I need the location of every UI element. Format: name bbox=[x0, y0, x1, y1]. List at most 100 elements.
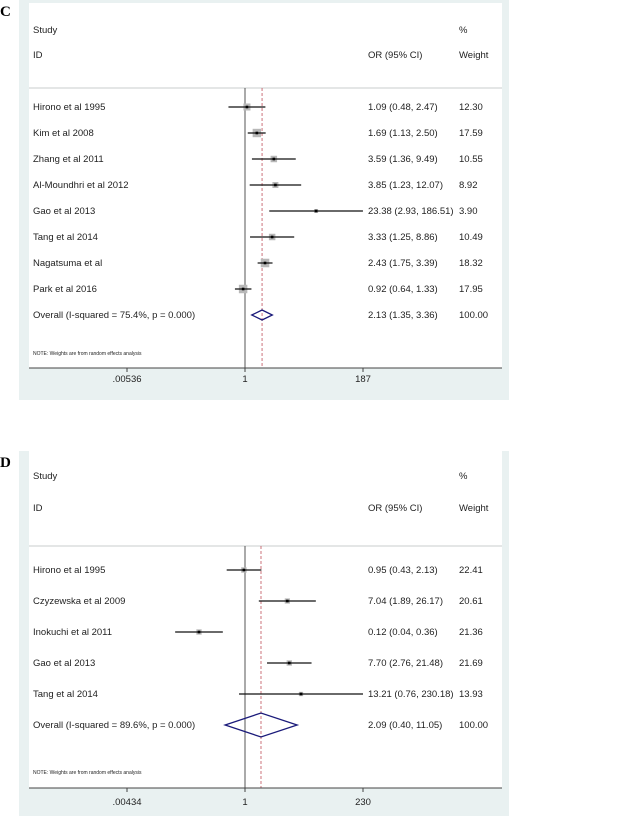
overall-row: Overall (I-squared = 75.4%, p = 0.000) 2.… bbox=[33, 309, 488, 321]
overall-label: Overall (I-squared = 89.6%, p = 0.000) bbox=[33, 720, 195, 731]
study-label: Inokuchi et al 2011 bbox=[33, 627, 112, 638]
or-ci-value: 0.92 (0.64, 1.33) bbox=[368, 284, 438, 295]
overall-or-ci: 2.09 (0.40, 11.05) bbox=[368, 720, 442, 731]
weight-value: 8.92 bbox=[459, 180, 478, 191]
study-label: Hirono et al 1995 bbox=[33, 565, 105, 576]
point-estimate bbox=[241, 287, 245, 291]
weight-value: 20.61 bbox=[459, 596, 483, 607]
forest-panel-d: D Study ID OR (95% CI)% Weight Hirono et al 1… bbox=[0, 451, 509, 816]
study-row: Kim et al 2008 1.69 (1.13, 2.50) 17.59 bbox=[33, 128, 483, 139]
overall-weight: 100.00 bbox=[459, 310, 488, 321]
x-tick-label: 230 bbox=[355, 797, 371, 808]
study-row: Hirono et al 1995 0.95 (0.43, 2.13) 22.41 bbox=[33, 565, 483, 576]
or-ci-value: 13.21 (0.76, 230.18) bbox=[368, 689, 454, 700]
study-row: Zhang et al 2011 3.59 (1.36, 9.49) 10.55 bbox=[33, 154, 483, 165]
or-ci-value: 23.38 (2.93, 186.51) bbox=[368, 206, 454, 217]
weights-note: NOTE: Weights are from random effects an… bbox=[33, 770, 142, 776]
point-estimate bbox=[197, 630, 201, 634]
or-ci-value: 7.04 (1.89, 26.17) bbox=[368, 596, 443, 607]
study-row: Tang et al 2014 3.33 (1.25, 8.86) 10.49 bbox=[33, 232, 483, 243]
study-label: Kim et al 2008 bbox=[33, 128, 94, 139]
or-ci-value: 0.12 (0.04, 0.36) bbox=[368, 627, 438, 638]
x-tick-label: .00434 bbox=[112, 797, 141, 808]
study-label: Park et al 2016 bbox=[33, 284, 97, 295]
point-estimate bbox=[287, 661, 291, 665]
overall-label: Overall (I-squared = 75.4%, p = 0.000) bbox=[33, 310, 195, 321]
weight-value: 22.41 bbox=[459, 565, 483, 576]
weight-value: 18.32 bbox=[459, 258, 483, 269]
study-label: Al-Moundhri et al 2012 bbox=[33, 180, 129, 191]
weight-value: 21.69 bbox=[459, 658, 483, 669]
point-estimate bbox=[286, 599, 289, 603]
weight-value: 13.93 bbox=[459, 689, 483, 700]
header-percent: % bbox=[459, 25, 468, 36]
point-estimate bbox=[245, 105, 249, 109]
weight-value: 12.30 bbox=[459, 102, 483, 113]
or-ci-value: 7.70 (2.76, 21.48) bbox=[368, 658, 443, 669]
weight-value: 17.59 bbox=[459, 128, 483, 139]
header-percent: % bbox=[459, 471, 468, 482]
header-weight: Weight bbox=[459, 503, 489, 514]
study-label: Nagatsuma et al bbox=[33, 258, 102, 269]
x-tick-label: .00536 bbox=[112, 374, 141, 385]
point-estimate bbox=[314, 209, 318, 213]
header-weight: Weight bbox=[459, 50, 489, 61]
or-ci-value: 1.09 (0.48, 2.47) bbox=[368, 102, 438, 113]
plot-area bbox=[29, 451, 502, 788]
point-estimate bbox=[274, 183, 277, 187]
or-ci-value: 1.69 (1.13, 2.50) bbox=[368, 128, 438, 139]
study-row: Czyzewska et al 2009 7.04 (1.89, 26.17) 20… bbox=[33, 596, 483, 607]
x-tick-label: 187 bbox=[355, 374, 371, 385]
forest-panel-c: C Study ID OR (95% CI)% Weight Hirono et al 1… bbox=[0, 0, 509, 400]
study-row: Inokuchi et al 2011 0.12 (0.04, 0.36) 21.3… bbox=[33, 627, 483, 638]
point-estimate bbox=[263, 261, 267, 265]
study-label: Tang et al 2014 bbox=[33, 232, 98, 243]
or-ci-value: 3.59 (1.36, 9.49) bbox=[368, 154, 438, 165]
or-ci-value: 3.85 (1.23, 12.07) bbox=[368, 180, 443, 191]
study-row: Tang et al 2014 13.21 (0.76, 230.18) 13.93 bbox=[33, 689, 483, 700]
study-label: Gao et al 2013 bbox=[33, 658, 95, 669]
study-label: Tang et al 2014 bbox=[33, 689, 98, 700]
point-estimate bbox=[255, 131, 259, 135]
weight-value: 21.36 bbox=[459, 627, 483, 638]
overall-or-ci: 2.13 (1.35, 3.36) bbox=[368, 310, 438, 321]
weight-value: 10.55 bbox=[459, 154, 483, 165]
header-id: ID bbox=[33, 503, 43, 514]
study-row: Gao et al 2013 7.70 (2.76, 21.48) 21.69 bbox=[33, 658, 483, 669]
weight-value: 10.49 bbox=[459, 232, 483, 243]
study-label: Zhang et al 2011 bbox=[33, 154, 104, 165]
point-estimate bbox=[270, 235, 274, 239]
header-id: ID bbox=[33, 50, 43, 61]
study-label: Czyzewska et al 2009 bbox=[33, 596, 125, 607]
or-ci-value: 0.95 (0.43, 2.13) bbox=[368, 565, 438, 576]
panel-label: D bbox=[0, 455, 11, 471]
study-row: Hirono et al 1995 1.09 (0.48, 2.47) 12.30 bbox=[33, 102, 483, 113]
header-study: Study bbox=[33, 471, 58, 482]
overall-diamond bbox=[250, 309, 274, 321]
study-row: Al-Moundhri et al 2012 3.85 (1.23, 12.07)… bbox=[33, 180, 478, 191]
weight-value: 3.90 bbox=[459, 206, 478, 217]
overall-weight: 100.00 bbox=[459, 720, 488, 731]
study-label: Hirono et al 1995 bbox=[33, 102, 105, 113]
or-ci-value: 2.43 (1.75, 3.39) bbox=[368, 258, 438, 269]
overall-row: Overall (I-squared = 89.6%, p = 0.000) 2.… bbox=[33, 712, 488, 738]
study-row: Nagatsuma et al 2.43 (1.75, 3.39) 18.32 bbox=[33, 258, 483, 269]
or-ci-value: 3.33 (1.25, 8.86) bbox=[368, 232, 438, 243]
panel-label: C bbox=[0, 4, 11, 20]
header-or-ci: OR (95% CI) bbox=[368, 50, 422, 61]
study-row: Park et al 2016 0.92 (0.64, 1.33) 17.95 bbox=[33, 284, 483, 295]
header-or-ci: OR (95% CI) bbox=[368, 503, 422, 514]
overall-diamond bbox=[223, 712, 300, 738]
point-estimate bbox=[242, 568, 246, 572]
x-tick-label: 1 bbox=[242, 374, 247, 385]
point-estimate bbox=[299, 692, 303, 696]
weight-value: 17.95 bbox=[459, 284, 483, 295]
study-row: Gao et al 2013 23.38 (2.93, 186.51) 3.90 bbox=[33, 206, 478, 217]
header-study: Study bbox=[33, 25, 58, 36]
weights-note: NOTE: Weights are from random effects an… bbox=[33, 351, 142, 357]
study-label: Gao et al 2013 bbox=[33, 206, 95, 217]
point-estimate bbox=[272, 157, 276, 161]
x-tick-label: 1 bbox=[242, 797, 247, 808]
